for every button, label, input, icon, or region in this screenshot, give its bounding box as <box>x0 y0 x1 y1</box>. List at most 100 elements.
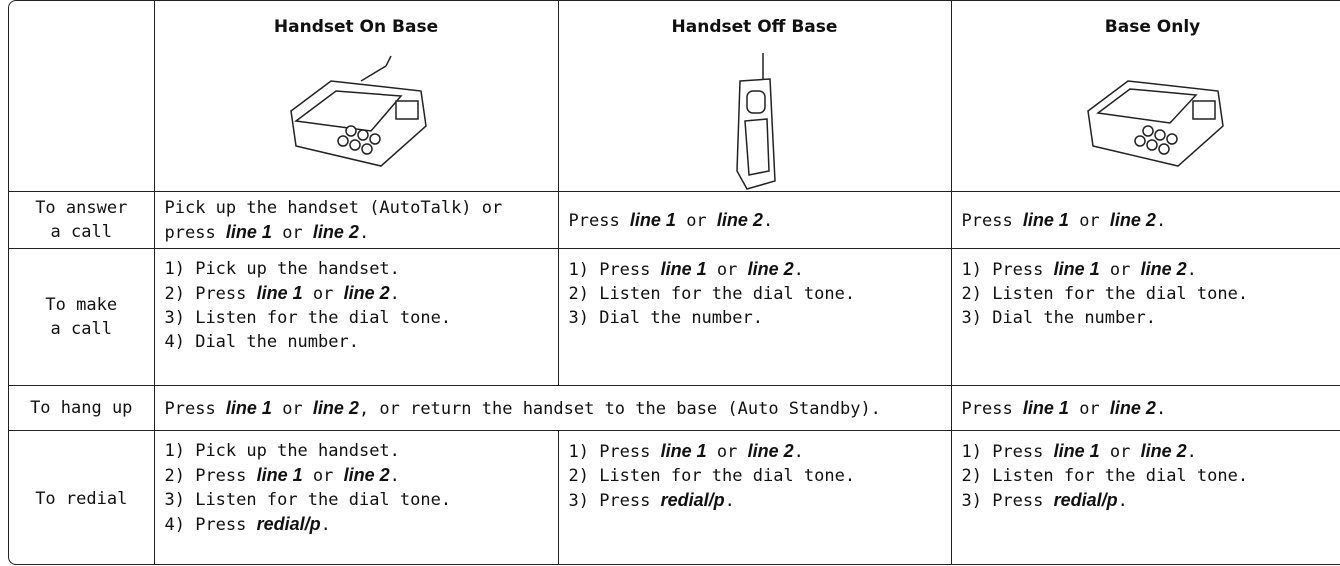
text-run: press <box>164 222 226 243</box>
button-name: line 1 <box>1022 209 1069 230</box>
button-name: line 2 <box>1140 259 1187 279</box>
row-label-cell: To make a call <box>9 248 155 386</box>
text-run: 3) Dial the number. <box>961 308 1156 328</box>
instruction-line: 4) Dial the number. <box>165 330 548 354</box>
text-run: , or return the handset to the base (Aut… <box>358 398 881 419</box>
instruction-line: 2) Listen for the dial tone. <box>962 464 1340 488</box>
button-name: redial/p <box>660 490 725 510</box>
text-run: 2) Listen for the dial tone. <box>961 466 1249 486</box>
instruction-line: 4) Press redial/p. <box>165 512 548 537</box>
table-row: To hang up Press line 1 or line 2, or ret… <box>9 385 1340 431</box>
row-label-cell: To redial <box>9 430 155 564</box>
header-row: Handset On Base Handset Off Base Base On… <box>9 1 1340 192</box>
text-run: . <box>1155 398 1167 419</box>
text-run: 1) Press <box>568 442 661 462</box>
button-name: line 1 <box>256 465 303 485</box>
header-cell: Handset Off Base <box>557 1 952 192</box>
instruction-cell: 1) Pick up the handset. 2) Press line 1 o… <box>153 248 559 386</box>
handset-icon <box>735 53 776 190</box>
text-run: . <box>389 466 400 486</box>
instruction-cell: 1) Press line 1 or line 2. 2) Listen for … <box>950 430 1340 564</box>
button-name: line 1 <box>225 221 272 242</box>
instruction-line: 1) Press line 1 or line 2. <box>962 257 1340 282</box>
row-label: To make <box>45 295 118 315</box>
button-name: line 2 <box>1109 209 1156 230</box>
text-run: or <box>271 222 313 243</box>
text-run: . <box>762 210 774 231</box>
text-run: . <box>1186 442 1197 462</box>
feature-table: Handset On Base Handset Off Base Base On… <box>9 1 1340 564</box>
instruction-line: 1) Pick up the handset. <box>165 257 548 281</box>
instruction-line: 1) Pick up the handset. <box>165 439 548 463</box>
button-name: line 1 <box>1022 397 1069 418</box>
corner-cell <box>9 1 155 192</box>
button-name: line 2 <box>312 221 359 242</box>
instruction-line: 1) Press line 1 or line 2. <box>569 439 941 464</box>
text-run: or <box>1068 398 1110 419</box>
text-run: or <box>675 210 717 231</box>
table-frame: Handset On Base Handset Off Base Base On… <box>8 0 1340 565</box>
phone-on-base-icon <box>290 55 427 167</box>
button-name: line 2 <box>1109 397 1156 418</box>
instruction-cell: 1) Press line 1 or line 2. 2) Listen for … <box>557 430 952 564</box>
row-label: To hang up <box>30 398 133 418</box>
button-name: line 2 <box>1140 441 1187 461</box>
button-name: line 2 <box>312 397 359 418</box>
text-run: . <box>320 515 331 535</box>
text-run: 1) Pick up the handset. <box>164 441 400 461</box>
row-label-cell: To answer a call <box>9 191 155 249</box>
button-name: redial/p <box>256 514 321 534</box>
instruction-cell: Press line 1 or line 2, or return the ha… <box>153 385 952 431</box>
instruction-line: 2) Press line 1 or line 2. <box>165 463 548 488</box>
instruction-line: 2) Listen for the dial tone. <box>569 282 941 306</box>
button-name: line 1 <box>1053 441 1100 461</box>
instruction-line: Pick up the handset (AutoTalk) or <box>165 196 548 220</box>
text-run: 2) Listen for the dial tone. <box>961 284 1249 304</box>
button-name: line 1 <box>629 209 676 230</box>
row-label-cell: To hang up <box>9 385 155 431</box>
text-run: . <box>724 491 735 511</box>
text-run: Pick up the handset (AutoTalk) or <box>164 197 503 218</box>
text-run: 4) Press <box>164 515 257 535</box>
row-label: To redial <box>35 489 128 510</box>
text-run: 2) Listen for the dial tone. <box>568 466 856 486</box>
text-run: 3) Press <box>568 491 661 511</box>
instruction-line: 3) Press redial/p. <box>569 488 941 513</box>
text-run: . <box>793 260 804 280</box>
instruction-cell: 1) Press line 1 or line 2. 2) Listen for … <box>557 248 952 386</box>
row-label: a call <box>50 319 112 339</box>
instruction-line: 3) Dial the number. <box>962 306 1340 330</box>
instruction-cell: Press line 1 or line 2. <box>557 191 952 249</box>
text-run: Press <box>164 398 226 419</box>
instruction-line: 3) Listen for the dial tone. <box>165 306 548 330</box>
text-run: 1) Press <box>568 260 661 280</box>
button-name: line 2 <box>716 209 763 230</box>
text-run: or <box>271 398 313 419</box>
text-run: . <box>358 222 370 243</box>
table-row: To answer a call Pick up the handset (Auto… <box>9 191 1340 249</box>
text-run: 3) Listen for the dial tone. <box>164 308 452 328</box>
text-run: Press <box>961 398 1023 419</box>
header-cell: Handset On Base <box>153 1 559 192</box>
text-run: or <box>706 260 748 280</box>
header-text: Handset On Base <box>273 17 439 37</box>
instruction-line: 2) Listen for the dial tone. <box>962 282 1340 306</box>
text-run: or <box>1068 210 1110 231</box>
button-name: line 1 <box>660 441 707 461</box>
button-name: line 1 <box>225 397 272 418</box>
instruction-line: 1) Press line 1 or line 2. <box>962 439 1340 464</box>
button-name: redial/p <box>1053 490 1118 510</box>
button-name: line 2 <box>747 259 794 279</box>
header-text: Handset Off Base <box>671 17 838 37</box>
text-run: . <box>793 442 804 462</box>
instruction-line: Press line 1 or line 2. <box>962 396 1340 421</box>
header-text: Base Only <box>1104 17 1201 37</box>
instruction-line: 3) Listen for the dial tone. <box>165 488 548 512</box>
text-run: or <box>302 284 344 304</box>
text-run: 4) Dial the number. <box>164 332 359 352</box>
text-run: or <box>706 442 748 462</box>
text-run: 1) Press <box>961 442 1054 462</box>
table-row: To redial 1) Pick up the handset. 2) Press… <box>9 430 1340 564</box>
instruction-line: Press line 1 or line 2. <box>962 208 1340 233</box>
